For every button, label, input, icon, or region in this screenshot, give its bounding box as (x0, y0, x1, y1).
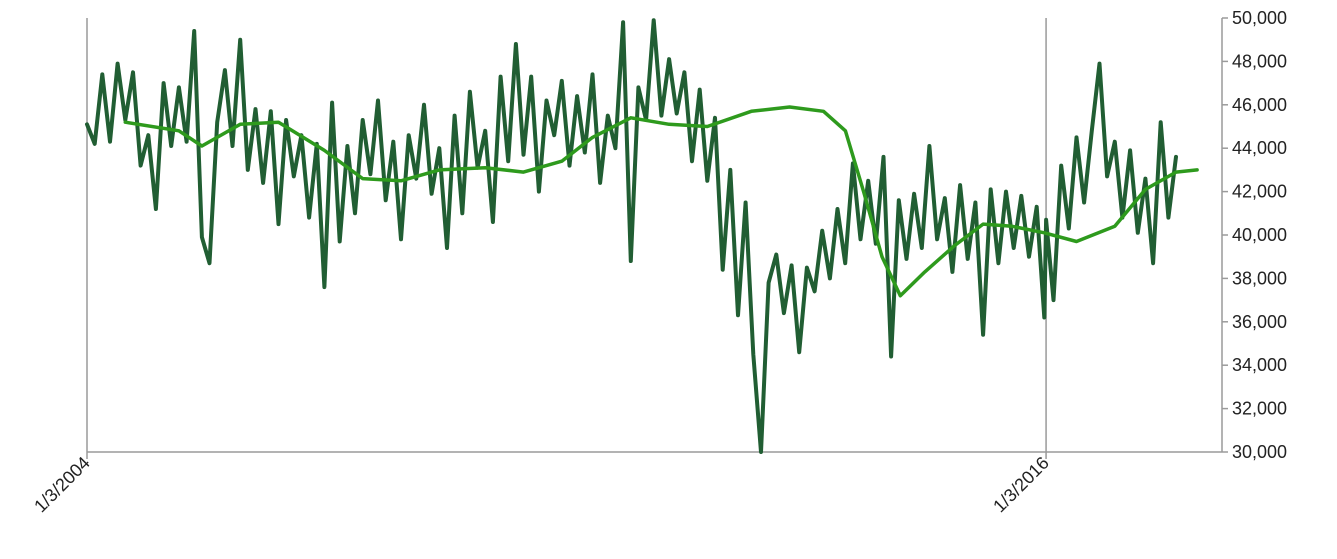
y-tick-label: 46,000 (1232, 95, 1287, 115)
y-tick-label: 36,000 (1232, 312, 1287, 332)
y-tick-label: 44,000 (1232, 138, 1287, 158)
y-tick-label: 42,000 (1232, 182, 1287, 202)
y-tick-label: 40,000 (1232, 225, 1287, 245)
y-tick-label: 32,000 (1232, 399, 1287, 419)
y-tick-label: 30,000 (1232, 442, 1287, 462)
series (85, 18, 1199, 454)
y-tick-label: 34,000 (1232, 355, 1287, 375)
y-tick-label: 48,000 (1232, 51, 1287, 71)
moving-average-series-line (123, 105, 1199, 298)
y-axis-ticks: 30,000 32,000 34,000 36,000 38,000 40,000 42,0… (1222, 8, 1287, 462)
x-axis-ticks: 1/3/2004 1/3/2016 (30, 452, 1053, 516)
weekly-series-line (85, 18, 1178, 454)
x-tick-label: 1/3/2004 (30, 453, 94, 517)
y-tick-label: 50,000 (1232, 8, 1287, 28)
x-tick-label: 1/3/2016 (989, 453, 1053, 517)
y-tick-label: 38,000 (1232, 268, 1287, 288)
